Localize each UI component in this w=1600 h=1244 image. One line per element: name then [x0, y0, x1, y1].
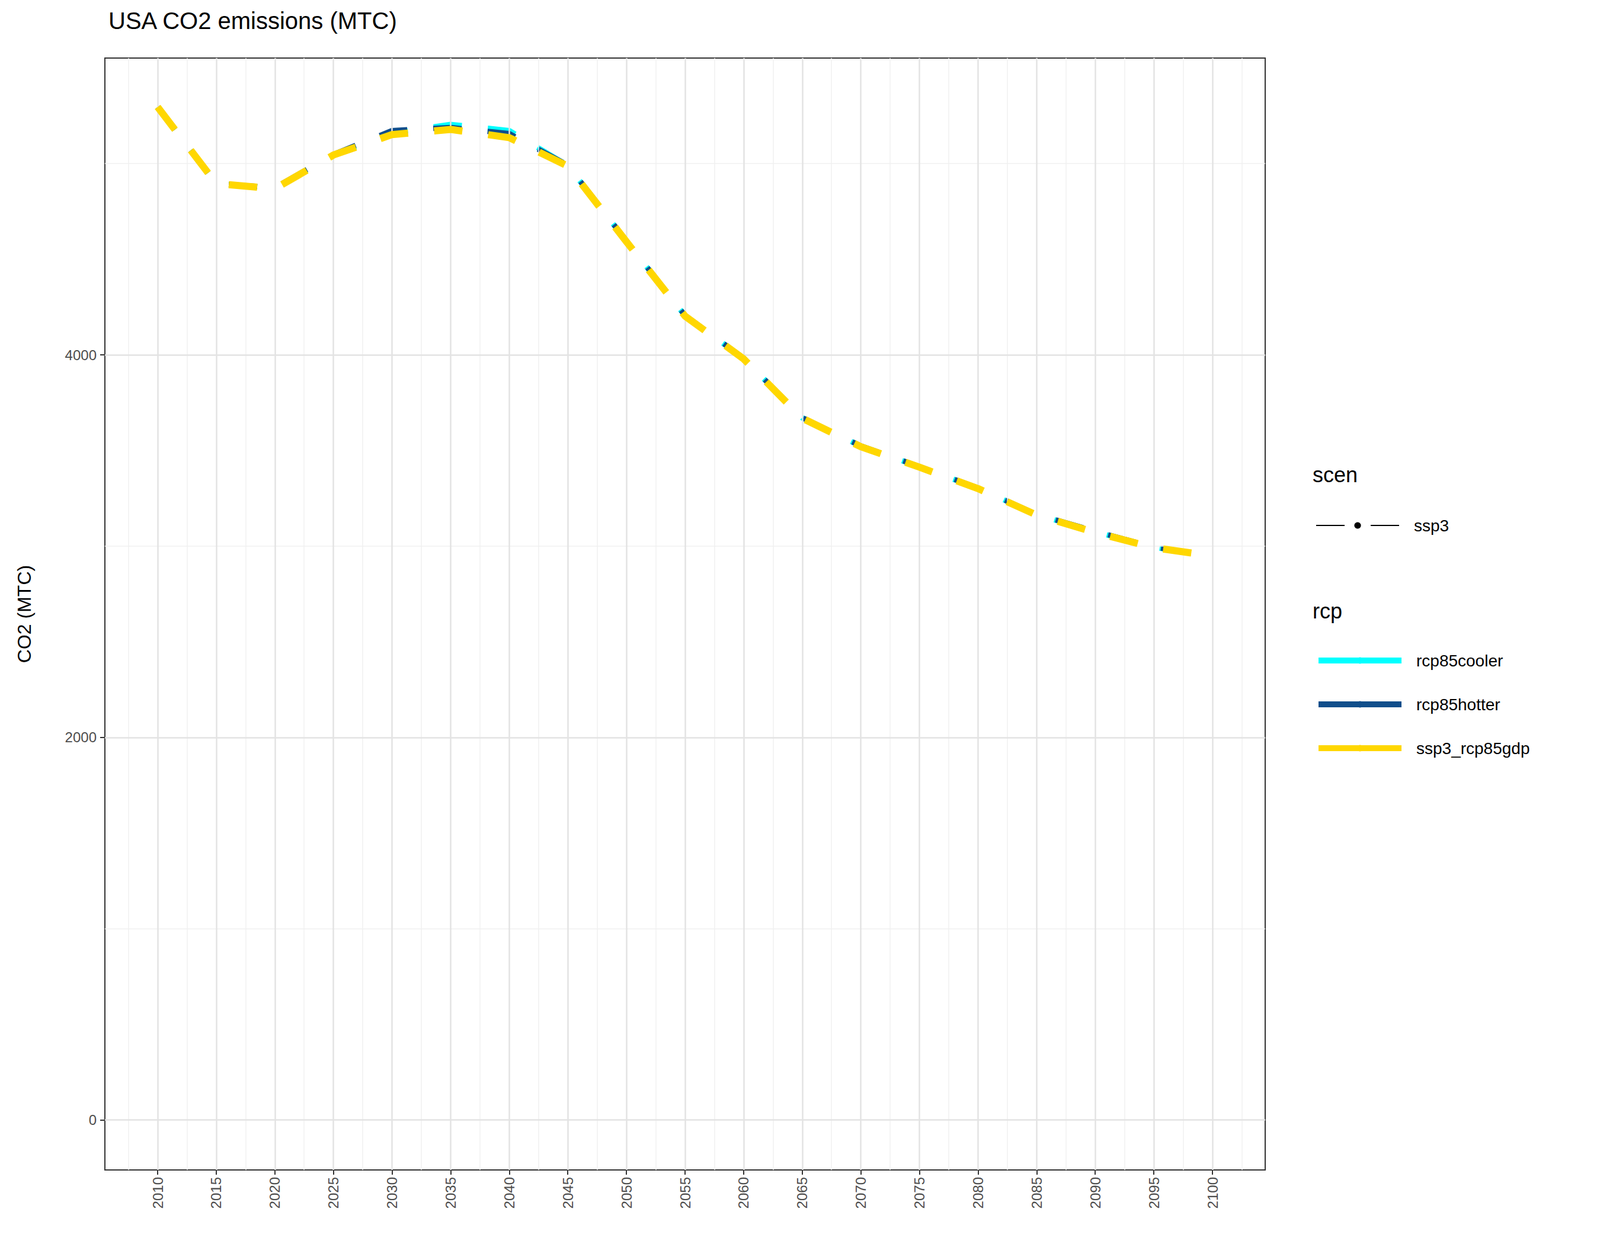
svg-text:0: 0	[88, 1112, 97, 1129]
svg-text:scen: scen	[1312, 462, 1358, 488]
svg-text:rcp85hotter: rcp85hotter	[1416, 695, 1501, 715]
svg-text:ssp3: ssp3	[1413, 516, 1449, 536]
svg-text:2020: 2020	[266, 1177, 283, 1209]
svg-text:2015: 2015	[208, 1177, 224, 1209]
svg-text:2085: 2085	[1028, 1177, 1045, 1209]
svg-text:CO2 (MTC): CO2 (MTC)	[13, 565, 35, 664]
svg-text:2075: 2075	[911, 1177, 928, 1209]
svg-text:2045: 2045	[560, 1177, 576, 1209]
svg-text:2060: 2060	[735, 1177, 752, 1209]
svg-text:2095: 2095	[1146, 1177, 1163, 1209]
svg-text:ssp3_rcp85gdp: ssp3_rcp85gdp	[1416, 739, 1530, 758]
svg-text:2070: 2070	[852, 1177, 869, 1209]
svg-text:4000: 4000	[65, 347, 97, 364]
svg-text:2000: 2000	[65, 729, 97, 746]
svg-text:rcp: rcp	[1312, 599, 1343, 624]
svg-text:2055: 2055	[677, 1177, 694, 1209]
svg-text:2100: 2100	[1204, 1177, 1221, 1209]
svg-text:2040: 2040	[501, 1177, 518, 1209]
svg-text:2035: 2035	[442, 1177, 459, 1209]
svg-text:2090: 2090	[1087, 1177, 1104, 1209]
svg-text:2010: 2010	[149, 1177, 166, 1209]
svg-text:2050: 2050	[618, 1177, 635, 1209]
svg-text:2030: 2030	[384, 1177, 400, 1209]
svg-text:2065: 2065	[794, 1177, 811, 1209]
svg-text:rcp85cooler: rcp85cooler	[1416, 651, 1503, 671]
svg-text:USA CO2 emissions (MTC): USA CO2 emissions (MTC)	[108, 7, 398, 34]
svg-text:2080: 2080	[970, 1177, 987, 1209]
svg-text:2025: 2025	[325, 1177, 342, 1209]
